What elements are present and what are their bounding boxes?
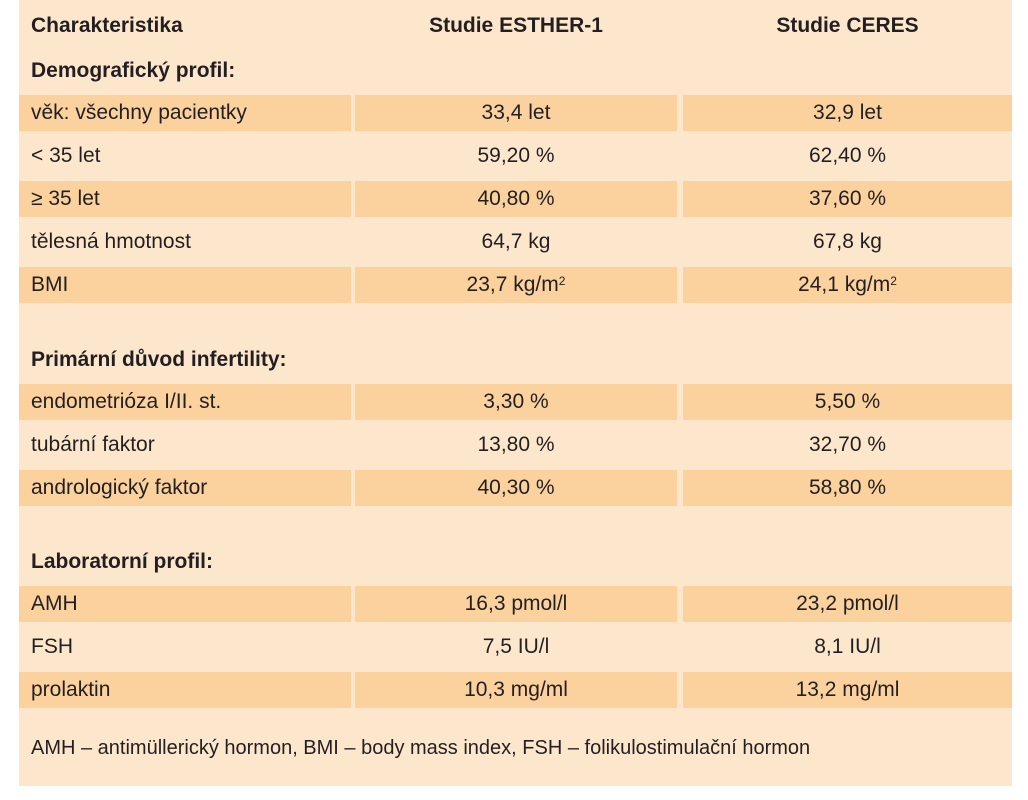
row-value-esther: 40,30 % (355, 470, 677, 506)
bmi-value-ceres: 24,1 kg/m (798, 273, 891, 296)
row-label: tělesná hmotnost (31, 230, 191, 253)
header-ceres: Studie CERES (776, 14, 919, 37)
table-header-row: Charakteristika Studie ESTHER-1 Studie C… (19, 8, 1012, 44)
superscript-exponent: 2 (890, 274, 897, 288)
row-value-esther: 13,80 % (477, 433, 555, 456)
table-row: < 35 let 59,20 % 62,40 % (19, 138, 1012, 174)
section-title-cause: Primární důvod infertility: (31, 348, 287, 371)
header-characteristic: Charakteristika (31, 14, 183, 37)
table-row: andrologický faktor 40,30 % 58,80 % (19, 470, 1012, 506)
row-label: BMI (19, 267, 351, 303)
table-row: AMH 16,3 pmol/l 23,2 pmol/l (19, 586, 1012, 622)
row-value-ceres: 37,60 % (683, 181, 1012, 217)
row-value-esther: 10,3 mg/ml (355, 672, 677, 708)
row-value-esther: 23,7 kg/m2 (355, 267, 677, 303)
row-label: < 35 let (31, 144, 101, 167)
row-value-ceres: 13,2 mg/ml (683, 672, 1012, 708)
row-value-ceres: 62,40 % (808, 144, 887, 167)
table-row: BMI 23,7 kg/m2 24,1 kg/m2 (19, 267, 1012, 303)
table-row: FSH 7,5 IU/l 8,1 IU/l (19, 629, 1012, 665)
table-row: věk: všechny pacientky 33,4 let 32,9 let (19, 95, 1012, 131)
row-label: endometrióza I/II. st. (19, 384, 351, 420)
row-value-ceres: 5,50 % (683, 384, 1012, 420)
table-row: ≥ 35 let 40,80 % 37,60 % (19, 181, 1012, 217)
footnote: AMH – antimüllerický hormon, BMI – body … (31, 737, 811, 759)
row-value-ceres: 67,8 kg (813, 230, 882, 253)
row-value-ceres: 8,1 IU/l (814, 635, 881, 658)
row-value-ceres: 23,2 pmol/l (683, 586, 1012, 622)
row-value-esther: 3,30 % (355, 384, 677, 420)
section-title-demographic: Demografický profil: (31, 59, 236, 82)
row-value-esther: 7,5 IU/l (482, 635, 550, 658)
row-value-esther: 33,4 let (355, 95, 677, 131)
row-value-esther: 64,7 kg (481, 230, 551, 253)
table-row: tělesná hmotnost 64,7 kg 67,8 kg (19, 224, 1012, 260)
row-value-ceres: 32,70 % (808, 433, 887, 456)
row-value-ceres: 24,1 kg/m2 (683, 267, 1012, 303)
section-title-lab: Laboratorní profil: (31, 550, 213, 573)
table-row: tubární faktor 13,80 % 32,70 % (19, 427, 1012, 463)
table-row: prolaktin 10,3 mg/ml 13,2 mg/ml (19, 672, 1012, 708)
row-label: věk: všechny pacientky (19, 95, 351, 131)
row-label: ≥ 35 let (19, 181, 351, 217)
row-value-esther: 40,80 % (355, 181, 677, 217)
bmi-value-esther: 23,7 kg/m (466, 273, 559, 296)
row-label: AMH (19, 586, 351, 622)
row-label: tubární faktor (31, 433, 155, 456)
table-row: endometrióza I/II. st. 3,30 % 5,50 % (19, 384, 1012, 420)
row-value-ceres: 58,80 % (683, 470, 1012, 506)
header-esther: Studie ESTHER-1 (429, 14, 603, 37)
row-label: prolaktin (19, 672, 351, 708)
row-label: andrologický faktor (19, 470, 351, 506)
row-value-esther: 59,20 % (477, 144, 555, 167)
superscript-exponent: 2 (558, 274, 566, 288)
row-label: FSH (31, 635, 73, 658)
row-value-esther: 16,3 pmol/l (355, 586, 677, 622)
row-value-ceres: 32,9 let (683, 95, 1012, 131)
